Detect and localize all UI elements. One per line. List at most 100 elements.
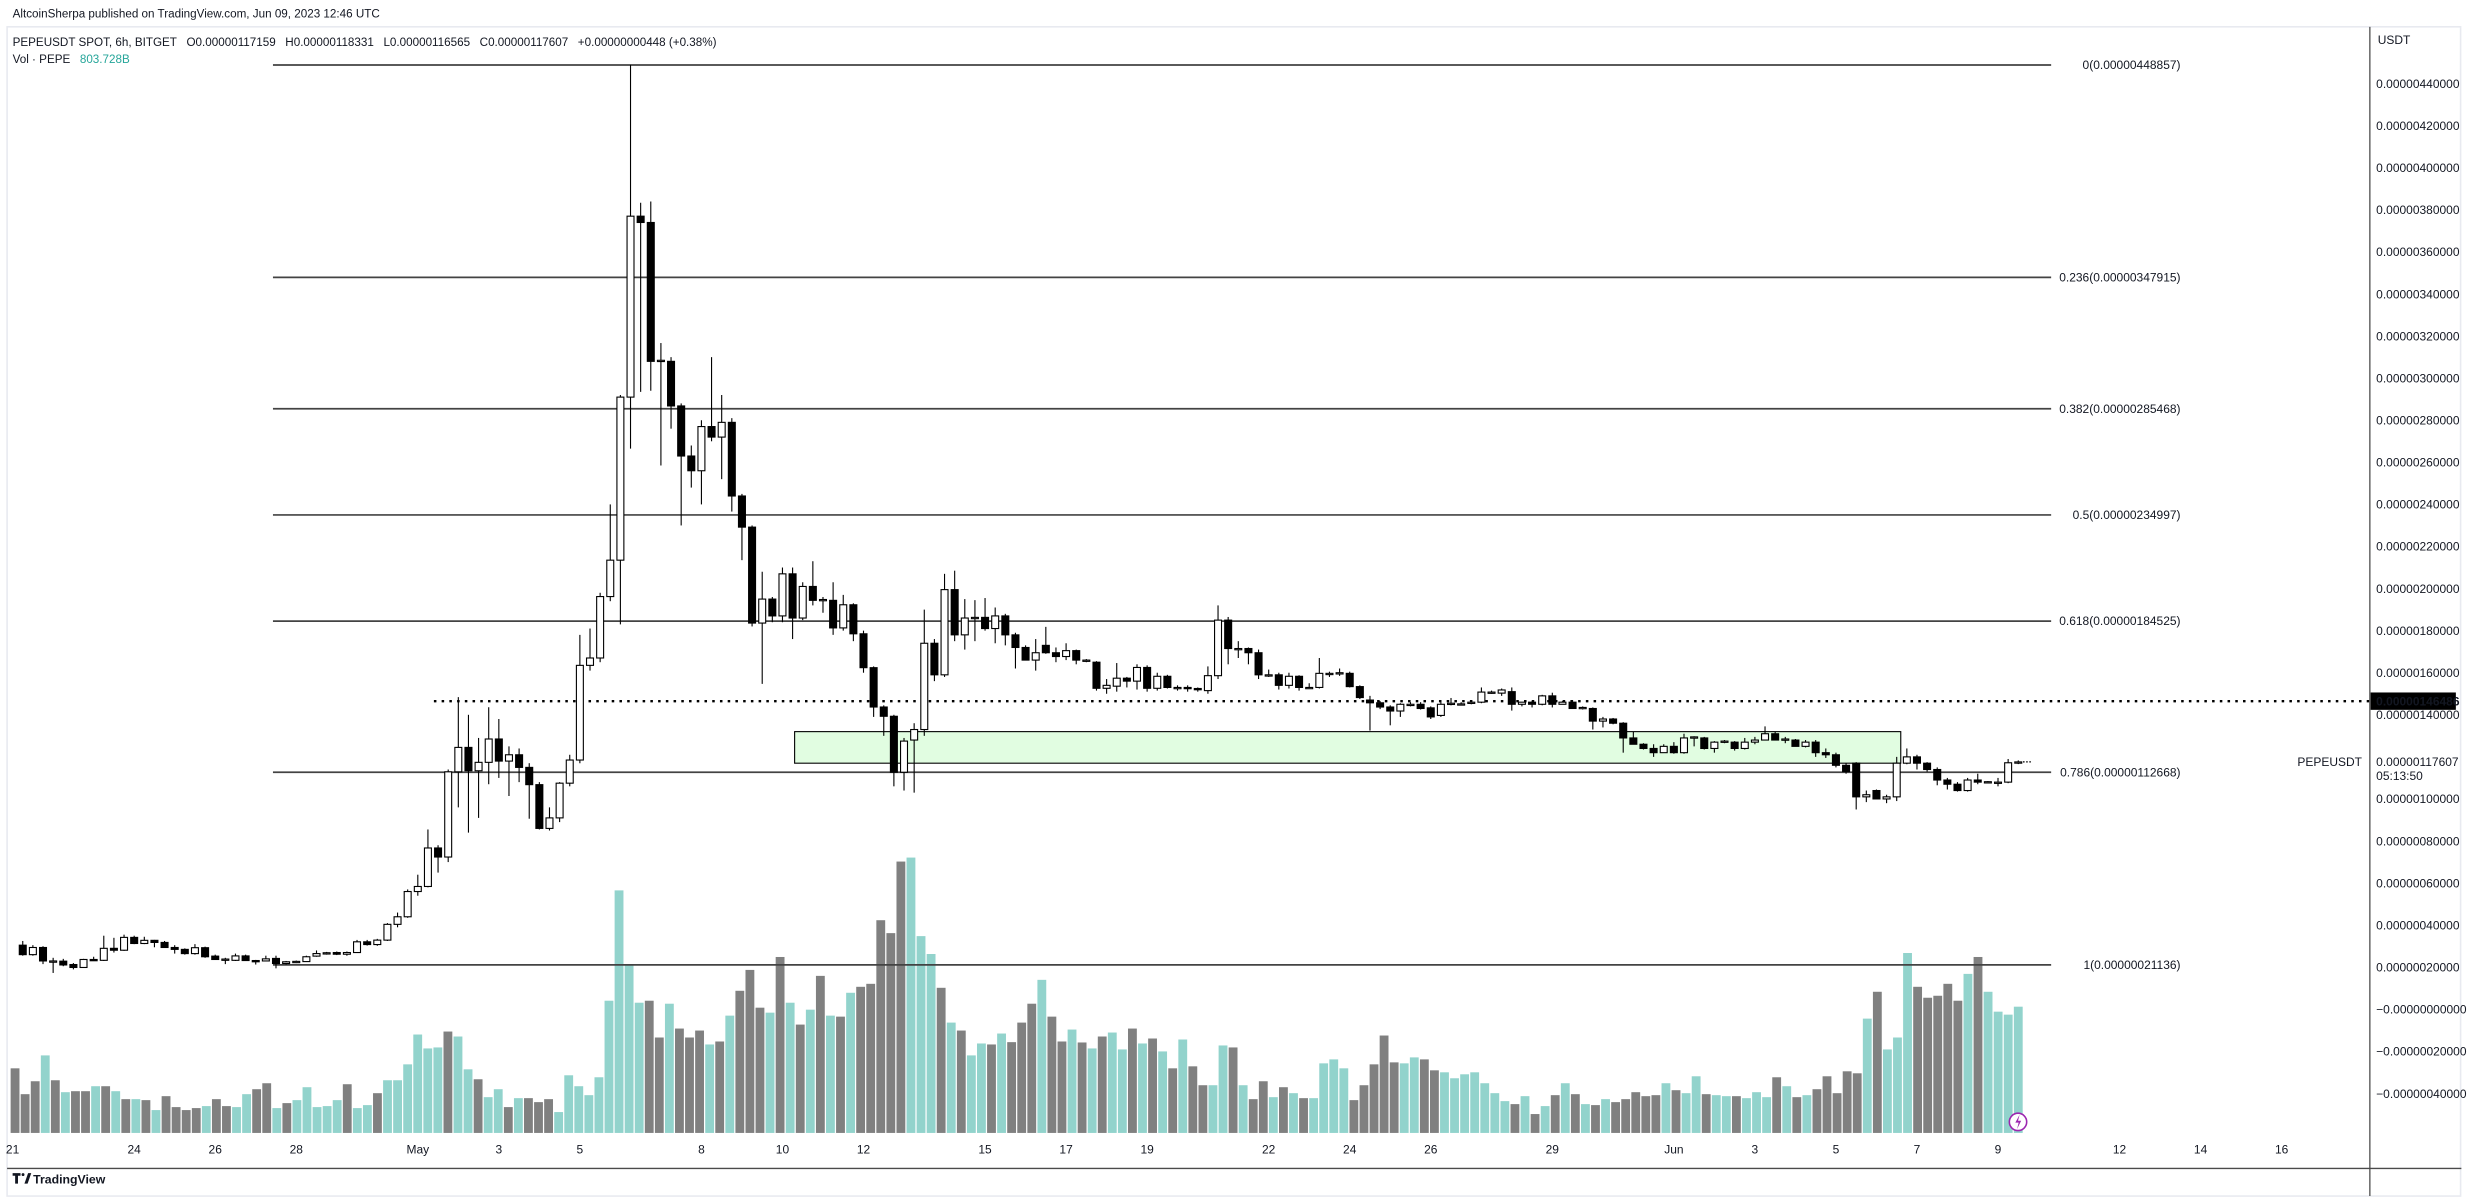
candle [322,951,331,955]
candle [1376,701,1385,710]
candle [1517,701,1526,707]
candle [1710,741,1719,753]
volume-bar [443,1031,453,1133]
candle-body [1386,706,1395,712]
volume-bar [71,1091,80,1133]
time-axis[interactable]: 21 24 26 28 May 3 5 8 10 12 15 17 19 22 24 26 29 Jun 3 5 7 9 1… [6,1142,2462,1170]
volume-bar [493,1089,503,1133]
volume-bar [1862,1018,1872,1133]
volume-bar [1782,1086,1792,1133]
candle [1173,685,1182,691]
price-axis[interactable]: USDT 0.00000440000 0.00000420000 0.0000040… [2295,26,2467,1197]
volume-bar [1087,1048,1097,1133]
time-tick-label: 24 [128,1142,142,1156]
volume-bar [624,964,634,1133]
candle-body [484,738,493,763]
candle-body [1102,684,1111,689]
volume-bar [1500,1101,1510,1133]
volume-bar [1148,1038,1157,1133]
volume-bar [1460,1074,1470,1133]
candle-body [656,359,665,363]
volume-bar [1752,1092,1761,1133]
candle [251,959,260,965]
volume-bar [1480,1083,1490,1133]
volume-bar [1621,1099,1631,1133]
price-tick-label: 0.00000420000 [2376,119,2460,133]
candle-body [758,598,767,624]
volume-bar [1822,1076,1832,1133]
candle-body [383,923,392,941]
candle [525,763,534,819]
candle-body [910,728,919,741]
candle [849,603,858,642]
volume-bar [977,1043,986,1133]
volume-bar [1903,953,1912,1133]
fib-retracement[interactable]: 0(0.00000448857) 0.236(0.00000347915) 0.38… [272,58,2181,972]
candle-body [1862,794,1871,798]
candle-body [1396,703,1405,712]
candle-body [1882,796,1891,800]
volume-bar [664,1003,674,1133]
volume-bar [453,1036,463,1133]
candle [120,934,129,951]
candle-body [1082,659,1091,662]
legend-symbol[interactable]: PEPEUSDT SPOT, 6h, BITGET [13,36,177,49]
candle-body [180,948,189,955]
candle-body [1943,779,1952,785]
candle [190,944,199,955]
candle-body [1325,672,1334,676]
volume-bar [222,1106,231,1133]
candle [59,958,68,967]
candle [788,567,797,640]
candle-body [970,616,979,620]
volume-bar [1510,1104,1520,1133]
volume-legend-label[interactable]: Vol · PEPE [13,53,71,66]
volume-legend-value: 803.728B [80,53,130,66]
volume-bar [1379,1035,1389,1133]
tradingview-logo[interactable]: TradingView [12,1172,106,1186]
candle [1274,672,1283,690]
level-price-label: 0.00000146486 [2376,694,2460,708]
current-price-badge [2371,753,2457,787]
candle [1305,683,1314,690]
alert-icon[interactable] [2008,1112,2028,1132]
candle [950,570,959,642]
candle [69,963,78,970]
candle-countdown: 05:13:50 [2376,769,2423,783]
volume-bar [1601,1099,1610,1133]
candle-body [585,657,595,666]
volume-bar [765,1012,775,1133]
volume-bar [896,861,906,1133]
candle [656,343,665,466]
candle [717,395,726,480]
volume-bar [1369,1064,1379,1133]
volume-bar [1198,1085,1208,1133]
time-tick-label: 8 [698,1142,705,1156]
volume-bar [695,1030,704,1133]
candle-body [1963,779,1972,792]
candle [991,607,1000,644]
price-tick-label: 0.00000060000 [2376,876,2460,890]
candle [1548,692,1557,708]
candle-body [778,573,787,617]
volume-bar [322,1106,332,1133]
candle-body [292,960,301,964]
volume-bar [1158,1051,1168,1133]
candle-body [575,664,584,761]
time-tick-label: 24 [1343,1142,1357,1156]
candle [454,697,463,808]
volume-bar [2013,1006,2023,1133]
candle [1821,748,1830,758]
candle [636,202,645,392]
candle [758,571,767,684]
price-tick-label: 0.00000380000 [2376,203,2460,217]
candle [1852,762,1861,810]
candle [677,403,686,526]
candle [1507,687,1516,711]
volume-bar [644,1000,654,1133]
volume-bar [1238,1085,1248,1133]
time-tick-label: Jun [1664,1142,1683,1156]
candle-body [241,955,250,962]
candle [920,609,929,736]
